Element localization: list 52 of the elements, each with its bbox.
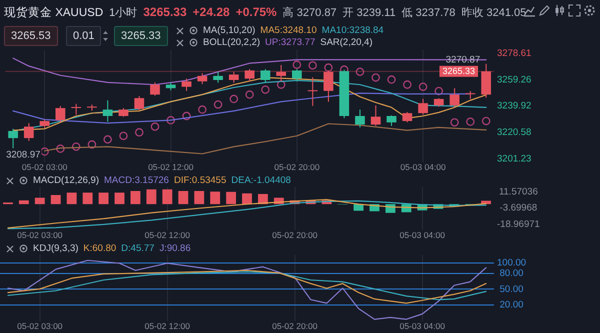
text: +24.28 bbox=[192, 5, 230, 19]
text: D:45.77 bbox=[121, 243, 154, 254]
text: 3265.33 bbox=[114, 26, 168, 46]
text: BOLL(20,2,2) bbox=[203, 37, 260, 48]
text: DIF:0.53455 bbox=[174, 175, 226, 186]
text: MA10:3238.84 bbox=[322, 25, 384, 36]
x-tick-label: 05-02 20:00 bbox=[274, 162, 320, 172]
y-tick-label: 50.00 bbox=[500, 284, 524, 295]
chart-title: 现货黄金 XAUUSD bbox=[4, 6, 104, 20]
series-label: DEA:-1.04408 bbox=[231, 175, 291, 186]
x-tick-label: 05-02 12:00 bbox=[148, 162, 194, 172]
chart-subtitle: 1小时 bbox=[109, 6, 138, 20]
text: MACD:3.15726 bbox=[104, 175, 169, 186]
x-tick-label: 05-02 03:00 bbox=[17, 230, 63, 240]
series-label: J:90.86 bbox=[159, 243, 191, 254]
x-tick-label: 05-03 04:00 bbox=[400, 230, 446, 240]
y-tick-label: 3201.23 bbox=[497, 153, 532, 164]
text: 3265.33 bbox=[143, 5, 187, 19]
x-tick-label: 05-03 04:00 bbox=[400, 321, 446, 332]
text: 3265.53 bbox=[4, 26, 58, 46]
x-tick-label: 05-02 20:00 bbox=[272, 321, 318, 332]
y-tick-label: 3259.26 bbox=[497, 74, 532, 86]
x-tick-label: 05-02 12:00 bbox=[144, 230, 190, 240]
text: K:60.80 bbox=[83, 243, 116, 254]
text: 0.01 bbox=[66, 26, 102, 46]
x-tick-label: 05-03 04:00 bbox=[400, 162, 446, 172]
text: 开 3239.11 bbox=[342, 6, 396, 20]
x-tick-label: 05-02 20:00 bbox=[272, 230, 318, 240]
y-tick-label: 11.57036 bbox=[498, 186, 538, 198]
text: SAR(2,20,4) bbox=[320, 37, 373, 48]
text: MA5:3248.10 bbox=[260, 25, 317, 36]
y-tick-label: 100.00 bbox=[496, 258, 526, 269]
x-tick-label: 05-02 12:00 bbox=[144, 321, 190, 332]
text: MA(5,10,20) bbox=[203, 25, 256, 36]
text: 昨收 3241.05 bbox=[461, 6, 526, 20]
text: KDJ(9,3,3) bbox=[33, 243, 78, 254]
y-tick-label: 20.00 bbox=[500, 300, 524, 311]
y-tick-label: 80.00 bbox=[500, 268, 524, 280]
text: MACD(12,26,9) bbox=[33, 175, 99, 186]
text: +0.75% bbox=[236, 5, 277, 19]
ref-line-label: 3265.33 bbox=[442, 66, 476, 76]
x-tick-label: 05-02 03:00 bbox=[17, 321, 63, 332]
series-label: UP:3273.77 bbox=[265, 37, 316, 48]
annotation: 3208.97 bbox=[6, 150, 40, 161]
y-tick-label: 3278.61 bbox=[497, 48, 532, 59]
y-tick-label: -3.69968 bbox=[500, 202, 538, 214]
x-tick-label: 05-02 03:00 bbox=[22, 162, 68, 172]
y-tick-label: 3239.92 bbox=[497, 100, 532, 112]
y-tick-label: -18.96971 bbox=[496, 219, 540, 230]
y-tick-label: 3220.58 bbox=[497, 127, 532, 138]
text: 低 3237.78 bbox=[402, 6, 456, 20]
text: 高 3270.87 bbox=[282, 6, 337, 20]
